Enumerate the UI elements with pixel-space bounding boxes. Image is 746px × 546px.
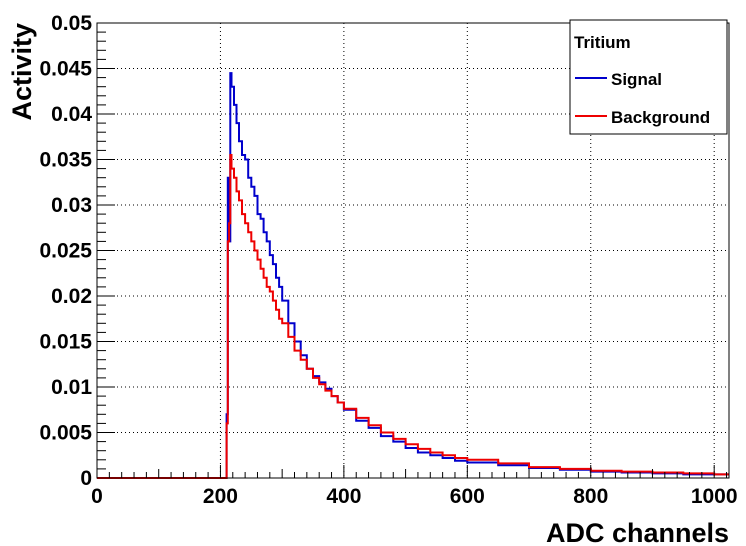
x-tick-label: 600 xyxy=(450,485,485,508)
x-tick-label: 200 xyxy=(203,485,238,508)
y-tick-label: 0.05 xyxy=(51,12,92,35)
x-tick-label: 1000 xyxy=(691,485,738,508)
axis-ticks xyxy=(96,22,728,479)
tick-labels: 0 200 400 600 800 1000 0 0.005 0.01 0.015 0.02 0.02… xyxy=(39,12,737,508)
legend-label-background: Background xyxy=(611,108,710,127)
legend-title: Tritium xyxy=(574,33,631,52)
legend: Tritium Signal Background xyxy=(569,19,728,135)
legend-label-signal: Signal xyxy=(611,70,662,89)
x-tick-label: 400 xyxy=(326,485,361,508)
y-tick-label: 0.02 xyxy=(51,285,92,308)
y-tick-label: 0.015 xyxy=(39,331,92,354)
y-tick-label: 0 xyxy=(80,467,92,490)
series-line-signal xyxy=(97,72,729,479)
y-tick-label: 0.03 xyxy=(51,194,92,217)
series-group xyxy=(97,72,729,479)
series-line-background xyxy=(97,154,729,479)
y-tick-label: 0.025 xyxy=(39,240,92,263)
x-axis-title: ADC channels xyxy=(546,518,729,546)
x-tick-label: 800 xyxy=(573,485,608,508)
y-tick-label: 0.035 xyxy=(39,149,92,172)
y-tick-label: 0.01 xyxy=(51,376,92,399)
y-tick-label: 0.005 xyxy=(39,422,92,445)
x-tick-label: 0 xyxy=(91,485,103,508)
y-tick-label: 0.04 xyxy=(51,103,92,126)
y-tick-label: 0.045 xyxy=(39,58,92,81)
y-axis-title: Activity xyxy=(7,23,37,121)
grid-lines xyxy=(97,23,729,478)
